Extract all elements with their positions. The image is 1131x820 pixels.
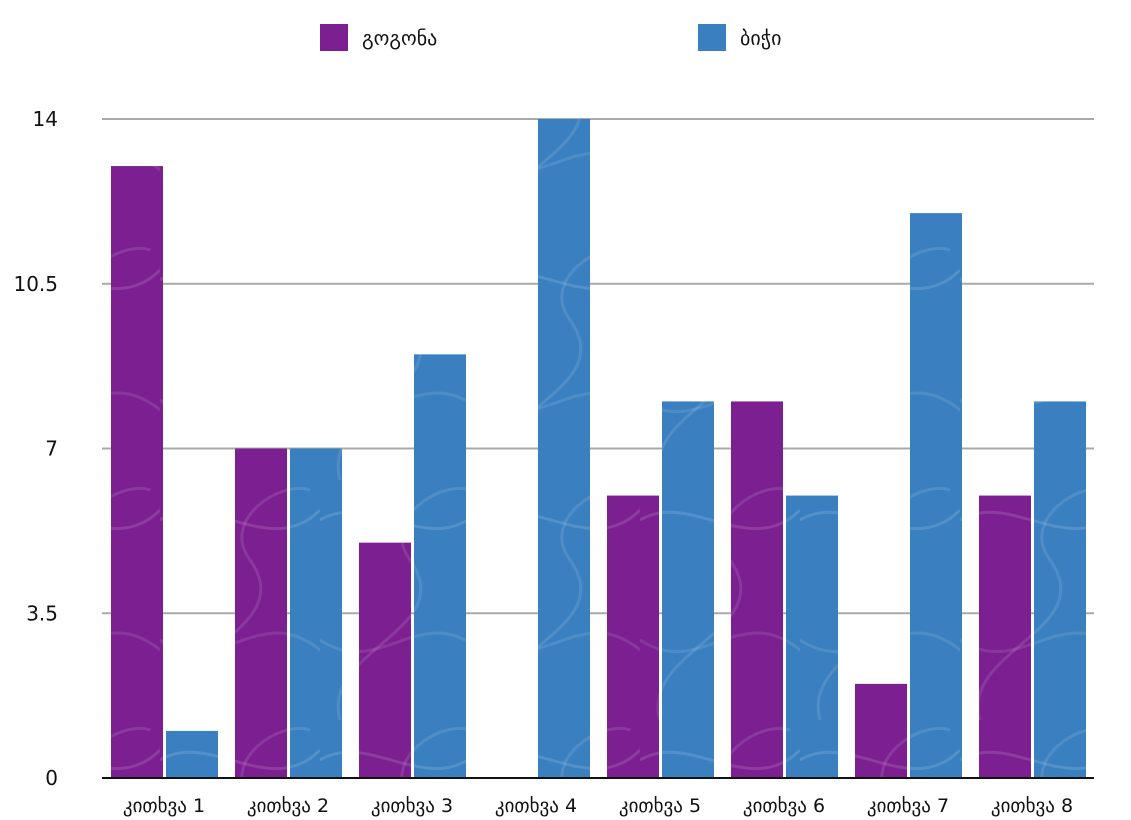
y-tick-label: 14 (33, 107, 58, 131)
bar-texture (111, 166, 163, 779)
y-tick-label: 7 (45, 437, 58, 461)
bar-texture (731, 401, 783, 778)
legend-label: გოგონა (362, 26, 437, 50)
x-tick-label: კითხვა 7 (867, 795, 949, 817)
x-tick-label: კითხვა 3 (371, 795, 453, 817)
y-tick-label: 3.5 (26, 601, 58, 625)
y-tick-label: 0 (45, 766, 58, 790)
bar-texture (910, 213, 962, 779)
bar-texture (290, 448, 342, 778)
x-tick-label: კითხვა 5 (619, 795, 701, 817)
x-tick-label: კითხვა 4 (495, 795, 577, 817)
y-tick-label: 10.5 (13, 272, 58, 296)
bar-texture (538, 119, 590, 778)
bar-texture (359, 542, 411, 778)
bar-texture (166, 730, 218, 778)
bar-texture (235, 448, 287, 778)
bar-texture (662, 401, 714, 778)
x-tick-label: კითხვა 2 (247, 795, 329, 817)
x-tick-label: კითხვა 1 (123, 795, 205, 817)
x-tick-label: კითხვა 6 (743, 795, 825, 817)
legend-swatch (320, 24, 348, 51)
bar-texture (786, 495, 838, 778)
bar-texture (855, 683, 907, 778)
legend-swatch (698, 24, 726, 51)
legend-label: ბიჭი (740, 26, 781, 50)
bar-texture (607, 495, 659, 778)
x-tick-label: კითხვა 8 (991, 795, 1073, 817)
bar-texture (1034, 401, 1086, 778)
bar-texture (979, 495, 1031, 778)
bar-texture (414, 354, 466, 778)
